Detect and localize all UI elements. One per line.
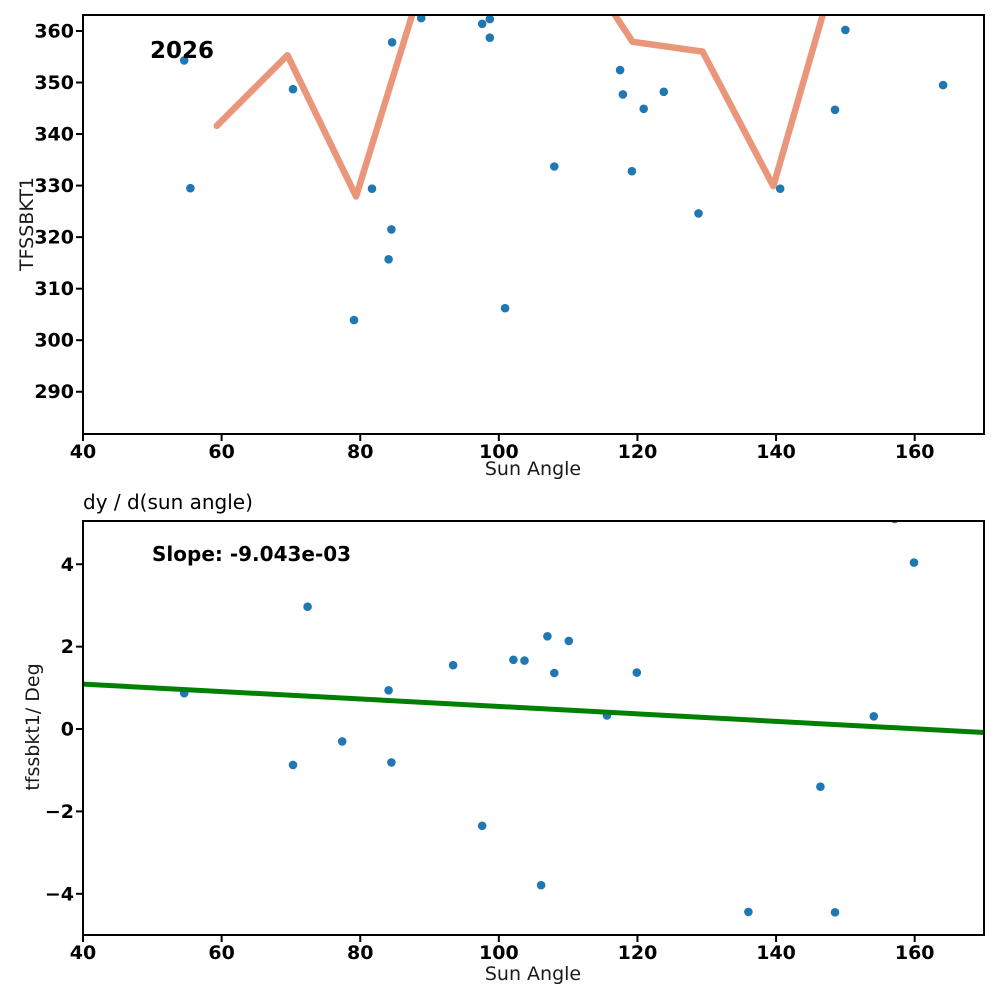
scatter-point: [841, 25, 850, 35]
top-axes-ticks: [76, 29, 916, 441]
scatter-point: [477, 19, 487, 29]
y-tick-label: 330: [34, 175, 74, 197]
scatter-point: [387, 38, 397, 47]
x-tick-label: 140: [756, 441, 796, 463]
y-tick-label: −2: [45, 801, 74, 823]
scatter-point: [775, 184, 785, 193]
bottom-chart-title: dy / d(sun angle): [83, 490, 253, 514]
scatter-point: [550, 668, 559, 678]
y-tick-label: 340: [34, 124, 74, 146]
x-tick-label: 80: [347, 942, 373, 964]
y-tick-label: 310: [34, 278, 74, 300]
bottom-tick-labels: 40 60 80 100 120 140 160 −4 −2 0 2 4: [45, 554, 935, 964]
bottom-chart: 40 60 80 100 120 140 160 −4 −2 0 2 4: [45, 520, 985, 964]
y-tick-label: 4: [61, 554, 74, 576]
scatter-point: [564, 636, 574, 646]
bottom-y-axis-label: tfssbkt1/ Deg: [22, 663, 44, 791]
scatter-point: [694, 209, 703, 218]
y-tick-label: 360: [34, 20, 74, 42]
scatter-point: [367, 184, 377, 193]
scatter-point: [288, 760, 298, 770]
scatter-point: [618, 90, 628, 99]
scatter-point: [632, 668, 642, 677]
y-tick-label: 320: [34, 227, 74, 249]
top-tick-labels: 40 60 80 100 120 140 160 290 300 310 320 330 340 350 3…: [34, 20, 934, 463]
x-tick-label: 40: [70, 441, 96, 463]
x-tick-label: 100: [479, 441, 519, 463]
x-tick-label: 40: [70, 942, 96, 964]
x-tick-label: 120: [618, 441, 658, 463]
seasonal-trend-line: [611, 15, 827, 190]
x-tick-label: 60: [208, 441, 234, 463]
x-tick-label: 120: [618, 942, 658, 964]
bottom-x-axis-label: Sun Angle: [484, 963, 582, 985]
seasonal-trend-line: [213, 15, 416, 200]
y-tick-label: 2: [61, 636, 74, 658]
top-plot-border: [82, 14, 985, 435]
scatter-point: [477, 821, 487, 831]
bottom-plot-area: [83, 521, 984, 917]
top-plot-area: [179, 15, 948, 325]
slope-annotation: Slope: -9.043e-03: [152, 542, 352, 566]
x-tick-label: 140: [756, 942, 796, 964]
scatter-point: [485, 15, 495, 24]
year-annotation: 2026: [150, 38, 215, 64]
bottom-axes-ticks: [76, 563, 916, 942]
scatter-point: [659, 87, 669, 97]
scatter-point: [627, 166, 637, 176]
scatter-point: [303, 602, 312, 611]
y-tick-label: 350: [34, 72, 74, 94]
scatter-point: [500, 303, 510, 313]
scatter-point: [288, 84, 298, 94]
y-tick-label: −4: [45, 883, 74, 905]
scatter-point: [615, 65, 625, 75]
x-tick-label: 80: [347, 441, 373, 463]
scatter-point: [830, 105, 840, 115]
x-tick-label: 100: [479, 942, 519, 964]
y-tick-label: 0: [61, 719, 74, 741]
scatter-point: [830, 908, 840, 917]
top-chart: 40 60 80 100 120 140 160 290 300 310 320 330 340 350 3…: [34, 14, 985, 463]
scatter-point: [337, 737, 347, 746]
scatter-point: [744, 907, 753, 917]
scatter-point: [869, 712, 879, 721]
top-x-axis-label: Sun Angle: [484, 458, 582, 480]
y-tick-label: 290: [34, 381, 74, 403]
scatter-point: [387, 225, 396, 234]
bottom-plot-border: [82, 520, 985, 936]
scatter-point: [186, 183, 195, 193]
scatter-point: [543, 632, 552, 641]
x-tick-label: 160: [895, 441, 935, 463]
scatter-point: [909, 558, 919, 567]
scatter-point: [485, 33, 495, 42]
scatter-point: [520, 656, 529, 665]
scatter-point: [179, 56, 189, 65]
top-y-axis-label: TFSSBKT1: [16, 176, 38, 272]
scatter-point: [816, 782, 825, 791]
scatter-point: [536, 880, 546, 890]
y-tick-label: 300: [34, 330, 74, 352]
scatter-point: [349, 315, 359, 325]
scatter-point: [639, 104, 648, 114]
scatter-point: [448, 660, 458, 670]
scatter-point: [384, 686, 393, 695]
scatter-point: [509, 655, 518, 665]
scatter-point: [384, 254, 393, 264]
scatter-point: [416, 15, 426, 23]
linear-fit-line: [83, 681, 984, 735]
scatter-point: [387, 758, 396, 767]
scatter-point: [550, 162, 559, 171]
x-tick-label: 60: [208, 942, 234, 964]
x-tick-label: 160: [895, 942, 935, 964]
scatter-point: [938, 80, 948, 90]
